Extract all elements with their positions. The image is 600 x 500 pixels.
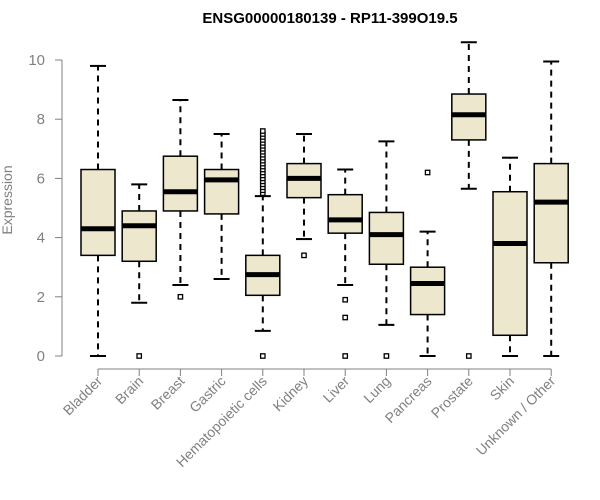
outlier-point [342, 296, 349, 303]
box-group [286, 133, 322, 259]
y-tick-label: 6 [37, 170, 45, 187]
outlier-point [424, 169, 431, 176]
box-group [245, 128, 281, 359]
box [368, 211, 405, 265]
box [327, 193, 363, 234]
outlier-point [177, 293, 184, 300]
y-tick-label: 0 [37, 348, 45, 365]
x-tick-label: Skin [487, 373, 518, 404]
box [203, 168, 240, 215]
y-tick-label: 8 [37, 111, 45, 128]
box-group [451, 41, 487, 359]
box [533, 162, 569, 264]
y-tick-label: 4 [37, 230, 45, 247]
outlier-point [301, 252, 307, 259]
box-group [492, 156, 528, 357]
outlier-point [465, 353, 472, 359]
box-group [368, 140, 405, 359]
box [121, 210, 157, 263]
outlier-point [383, 353, 390, 359]
x-tick-label: Lung [360, 373, 393, 406]
x-tick-label: Breast [148, 373, 188, 413]
plot-area [80, 41, 569, 359]
box-group [533, 60, 569, 357]
outlier-point [259, 128, 266, 134]
box-group [121, 183, 157, 359]
chart-title: ENSG00000180139 - RP11-399O19.5 [202, 10, 457, 27]
box-group [80, 64, 116, 357]
x-tick-label: Kidney [270, 373, 312, 415]
x-tick-label: Brain [112, 373, 146, 407]
x-tick-label: Liver [320, 373, 353, 406]
y-tick-label: 2 [37, 289, 45, 306]
box-group [409, 169, 446, 357]
y-axis-label: Expression [0, 165, 15, 234]
box [409, 266, 446, 316]
box [162, 155, 199, 212]
y-axis: 0 2 4 6 8 10 [28, 52, 63, 365]
x-tick-label: Prostate [428, 373, 476, 421]
outlier-point [342, 353, 349, 359]
outlier-point [259, 353, 266, 359]
box [80, 168, 116, 257]
box-group [162, 98, 199, 300]
box-group [203, 133, 240, 281]
outlier-point [342, 314, 349, 321]
box-group [327, 168, 363, 359]
box [492, 190, 528, 337]
y-tick-label: 10 [28, 52, 45, 69]
outlier-point [136, 353, 143, 359]
x-tick-label: Bladder [60, 373, 106, 419]
